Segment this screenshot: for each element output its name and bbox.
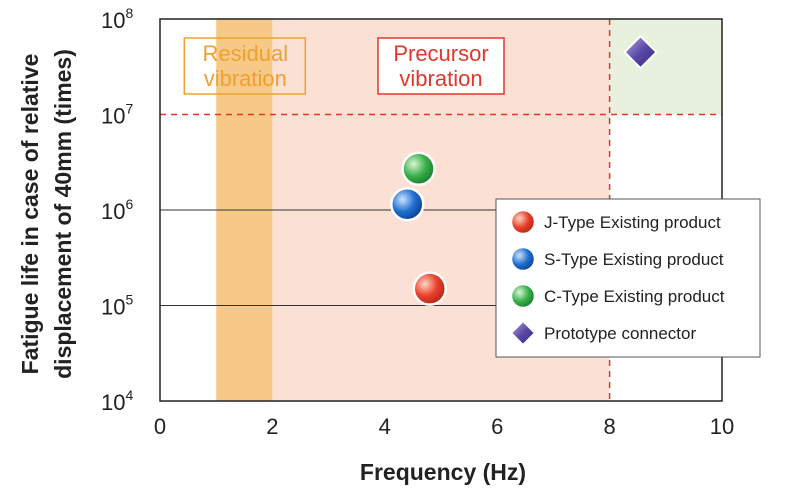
y-tick-label: 105 — [101, 292, 133, 320]
x-tick-labels: 0 2 4 6 8 10 — [154, 414, 734, 439]
prototype-point — [623, 34, 658, 70]
legend-marker-prototype — [509, 319, 537, 347]
x-axis-title: Frequency (Hz) — [360, 459, 526, 485]
x-tick-label: 2 — [266, 414, 278, 439]
legend: J-Type Existing product S-Type Existing … — [495, 198, 761, 358]
y-tick-label: 104 — [101, 387, 133, 415]
x-tick-label: 6 — [491, 414, 503, 439]
y-axis-title-line1: Fatigue life in case of relative — [17, 54, 43, 375]
y-tick-label: 106 — [101, 196, 133, 224]
y-axis-title-line2: displacement of 40mm (times) — [50, 49, 76, 379]
y-tick-label: 108 — [101, 5, 133, 33]
j-type-point — [412, 271, 448, 306]
s-type-point — [390, 186, 425, 222]
precursor-vibration-label-line2: vibration — [399, 66, 482, 91]
x-tick-label: 8 — [603, 414, 615, 439]
legend-marker-j-type — [509, 208, 537, 236]
residual-vibration-label-line2: vibration — [204, 66, 287, 91]
legend-label-s-type: S-Type Existing product — [544, 250, 724, 269]
y-tick-label: 107 — [101, 101, 133, 129]
legend-label-c-type: C-Type Existing product — [544, 287, 725, 306]
x-tick-label: 0 — [154, 414, 166, 439]
legend-label-j-type: J-Type Existing product — [544, 213, 721, 232]
y-tick-labels: 104 105 106 107 108 — [101, 5, 133, 415]
legend-marker-s-type — [509, 245, 537, 273]
legend-box — [495, 198, 761, 358]
c-type-point — [401, 151, 436, 187]
precursor-vibration-label-line1: Precursor — [393, 41, 488, 66]
precursor-vibration-label-box — [377, 37, 505, 95]
x-tick-label: 4 — [379, 414, 391, 439]
residual-vibration-label-line1: Residual — [202, 41, 288, 66]
legend-label-prototype: Prototype connector — [544, 324, 696, 343]
x-tick-label: 10 — [710, 414, 734, 439]
legend-marker-c-type — [509, 282, 537, 310]
data-points — [390, 34, 658, 306]
residual-vibration-label-box — [183, 37, 307, 95]
region-2 — [609, 19, 722, 115]
